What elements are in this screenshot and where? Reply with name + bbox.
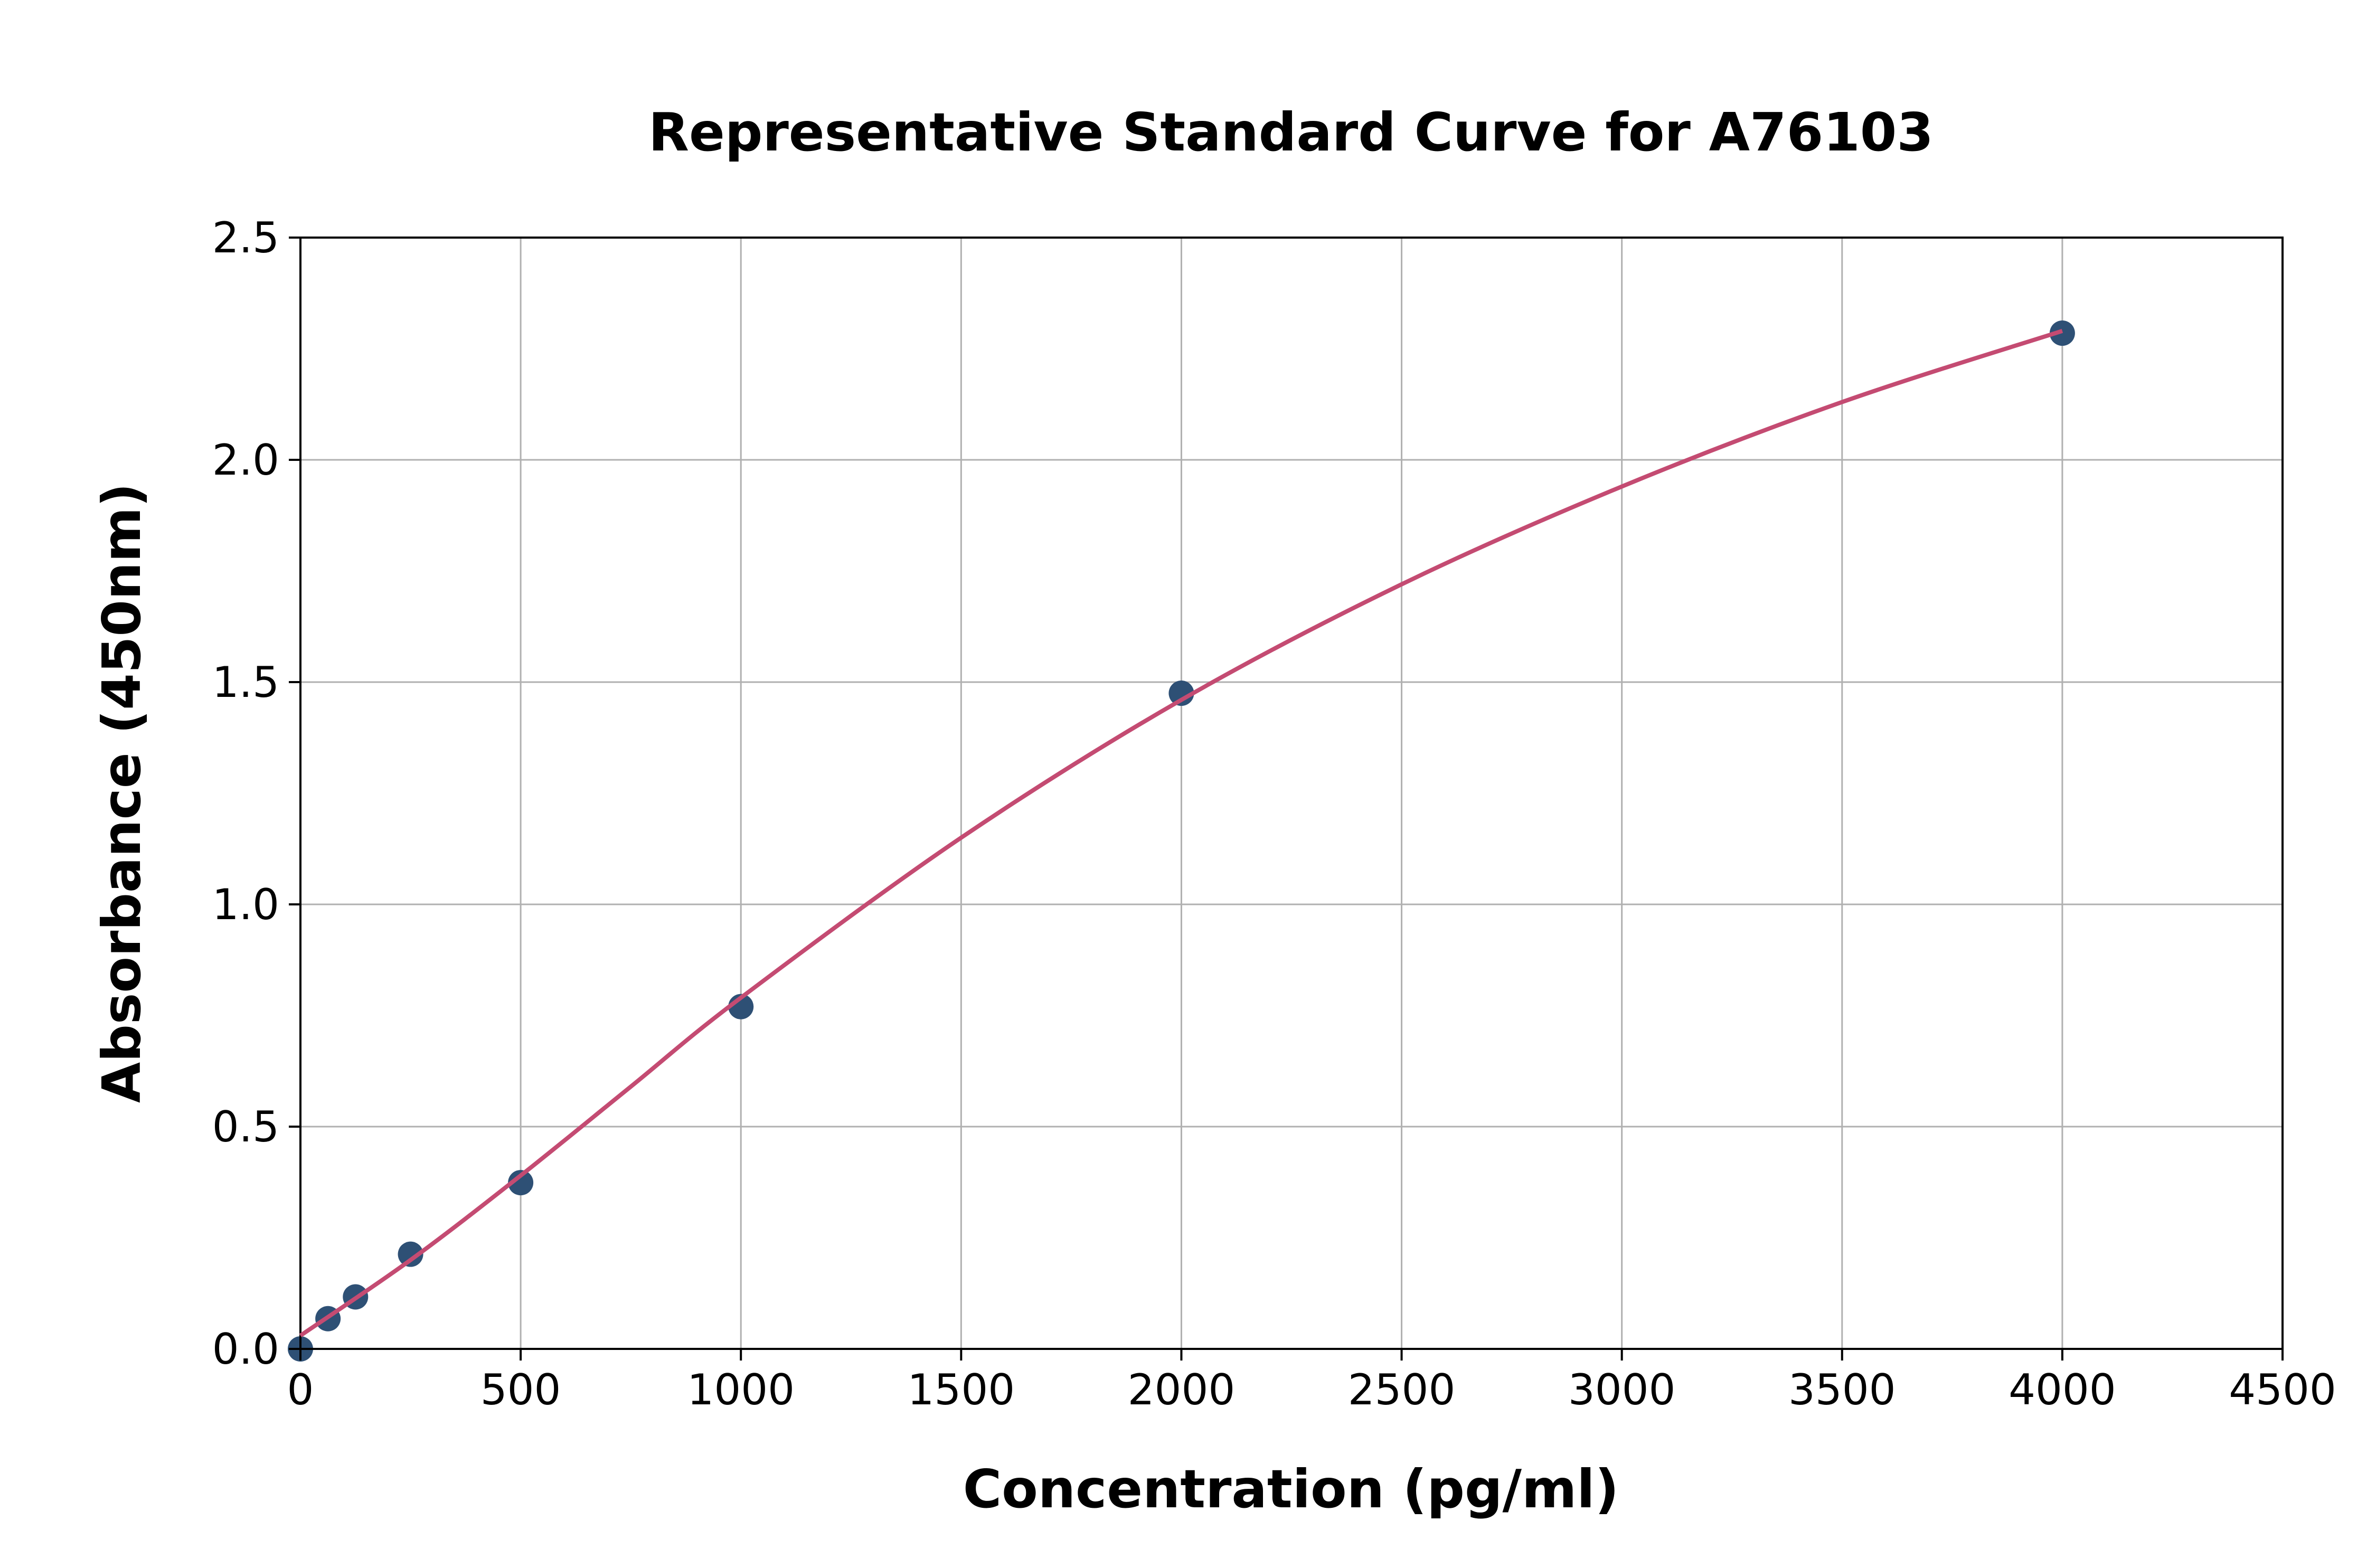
x-tick-label: 3000 <box>1568 1365 1676 1414</box>
x-tick-label: 2000 <box>1128 1365 1236 1414</box>
grid <box>299 237 2284 1350</box>
x-tick-label: 4000 <box>2009 1365 2116 1414</box>
x-tick-label: 500 <box>480 1365 561 1414</box>
x-tick-label: 4500 <box>2229 1365 2336 1414</box>
x-axis-ticks: 0 500 1000 1500 2000 2500 3000 3500 4000 4500 <box>287 1349 2336 1414</box>
data-point <box>508 1170 534 1196</box>
chart-title: Representative Standard Curve for A76103 <box>648 101 1934 163</box>
y-tick-label: 1.5 <box>212 658 279 707</box>
y-tick-label: 0.5 <box>212 1102 279 1151</box>
y-tick-label: 2.5 <box>212 213 279 262</box>
data-points-layer <box>288 320 2075 1362</box>
x-tick-label: 2500 <box>1348 1365 1456 1414</box>
y-tick-label: 1.0 <box>212 880 279 929</box>
plot-frame <box>299 237 2284 1350</box>
data-point <box>398 1241 423 1267</box>
data-point <box>1168 681 1194 706</box>
x-tick-label: 3500 <box>1788 1365 1896 1414</box>
data-point <box>2049 320 2075 346</box>
fit-curve-line <box>299 329 2063 1338</box>
y-axis-label: Absorbance (450nm) <box>91 483 153 1103</box>
y-tick-label: 0.0 <box>212 1325 279 1374</box>
y-tick-label: 2.0 <box>212 436 279 485</box>
x-tick-label: 0 <box>287 1365 314 1414</box>
x-tick-label: 1000 <box>687 1365 795 1414</box>
fit-curve-layer <box>299 329 2063 1338</box>
y-axis-ticks: 0.0 0.5 1.0 1.5 2.0 2.5 <box>212 213 300 1374</box>
x-axis-label: Concentration (pg/ml) <box>963 1458 1619 1520</box>
x-tick-label: 1500 <box>908 1365 1015 1414</box>
